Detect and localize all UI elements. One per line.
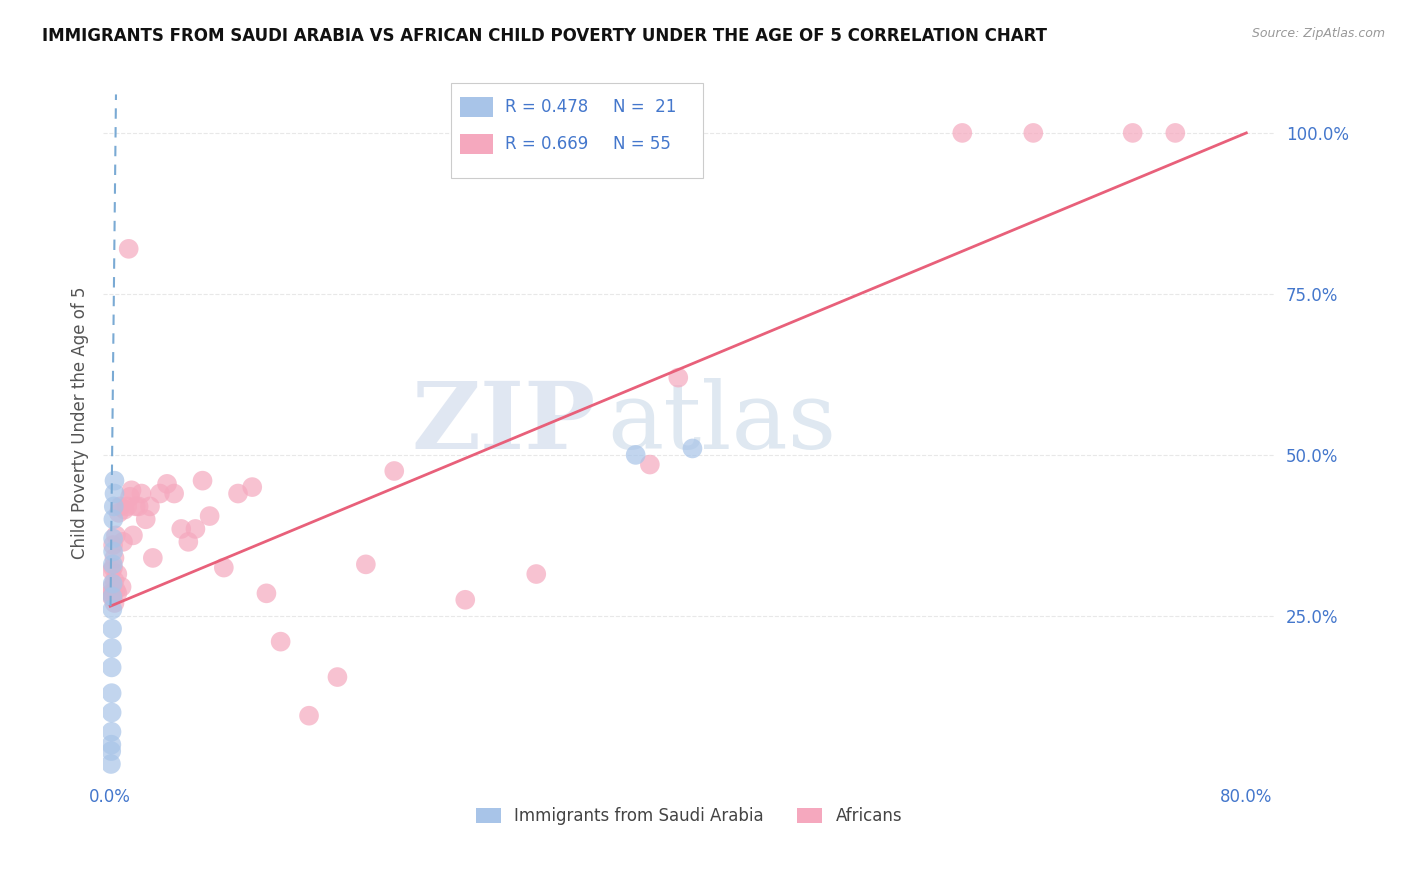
- Point: [1022, 126, 1045, 140]
- Point: [101, 622, 124, 636]
- Point: [100, 564, 122, 578]
- Y-axis label: Child Poverty Under the Age of 5: Child Poverty Under the Age of 5: [72, 286, 89, 559]
- Point: [524, 567, 547, 582]
- Bar: [460, 134, 494, 153]
- Point: [101, 544, 124, 558]
- Bar: [460, 97, 494, 117]
- Point: [682, 442, 704, 456]
- Text: ZIP: ZIP: [411, 377, 595, 467]
- Point: [666, 370, 689, 384]
- Point: [103, 574, 125, 588]
- Point: [105, 586, 128, 600]
- Legend: Immigrants from Saudi Arabia, Africans: Immigrants from Saudi Arabia, Africans: [475, 807, 903, 825]
- Point: [104, 528, 127, 542]
- Text: atlas: atlas: [607, 377, 837, 467]
- Point: [103, 512, 125, 526]
- Point: [103, 596, 125, 610]
- Point: [101, 560, 124, 574]
- Point: [128, 500, 150, 514]
- Point: [139, 500, 162, 514]
- Point: [135, 512, 157, 526]
- Point: [198, 509, 221, 524]
- FancyBboxPatch shape: [451, 83, 703, 178]
- Point: [100, 590, 122, 604]
- Point: [100, 738, 122, 752]
- Point: [354, 558, 377, 572]
- Point: [100, 586, 122, 600]
- Text: IMMIGRANTS FROM SAUDI ARABIA VS AFRICAN CHILD POVERTY UNDER THE AGE OF 5 CORRELA: IMMIGRANTS FROM SAUDI ARABIA VS AFRICAN …: [42, 27, 1047, 45]
- Point: [1164, 126, 1187, 140]
- Point: [382, 464, 405, 478]
- Point: [101, 602, 124, 616]
- Point: [170, 522, 193, 536]
- Point: [163, 486, 186, 500]
- Point: [131, 486, 153, 500]
- Point: [298, 708, 321, 723]
- Text: Source: ZipAtlas.com: Source: ZipAtlas.com: [1251, 27, 1385, 40]
- Point: [117, 500, 139, 514]
- Point: [107, 506, 129, 520]
- Point: [212, 560, 235, 574]
- Point: [100, 660, 122, 674]
- Point: [1122, 126, 1144, 140]
- Point: [100, 724, 122, 739]
- Point: [101, 641, 124, 656]
- Point: [950, 126, 973, 140]
- Point: [111, 534, 134, 549]
- Point: [105, 567, 128, 582]
- Point: [118, 242, 141, 256]
- Point: [101, 580, 124, 594]
- Point: [256, 586, 278, 600]
- Point: [108, 500, 131, 514]
- Point: [270, 634, 292, 648]
- Text: R = 0.669: R = 0.669: [505, 135, 588, 153]
- Point: [101, 576, 124, 591]
- Point: [240, 480, 263, 494]
- Point: [101, 538, 124, 552]
- Point: [101, 590, 124, 604]
- Point: [103, 550, 125, 565]
- Point: [100, 744, 122, 758]
- Point: [125, 500, 148, 514]
- Point: [100, 756, 122, 771]
- Point: [149, 486, 172, 500]
- Point: [122, 528, 145, 542]
- Point: [103, 474, 125, 488]
- Point: [454, 592, 477, 607]
- Point: [120, 490, 142, 504]
- Text: N = 55: N = 55: [613, 135, 671, 153]
- Point: [184, 522, 207, 536]
- Point: [226, 486, 249, 500]
- Point: [100, 686, 122, 700]
- Point: [624, 448, 647, 462]
- Point: [191, 474, 214, 488]
- Point: [101, 532, 124, 546]
- Point: [121, 483, 143, 498]
- Text: R = 0.478: R = 0.478: [505, 98, 588, 116]
- Point: [101, 558, 124, 572]
- Point: [104, 583, 127, 598]
- Point: [101, 586, 124, 600]
- Point: [326, 670, 349, 684]
- Point: [142, 550, 165, 565]
- Point: [103, 486, 125, 500]
- Point: [638, 458, 661, 472]
- Point: [156, 476, 179, 491]
- Point: [112, 502, 135, 516]
- Point: [100, 706, 122, 720]
- Text: N =  21: N = 21: [613, 98, 676, 116]
- Point: [110, 580, 132, 594]
- Point: [103, 500, 125, 514]
- Point: [177, 534, 200, 549]
